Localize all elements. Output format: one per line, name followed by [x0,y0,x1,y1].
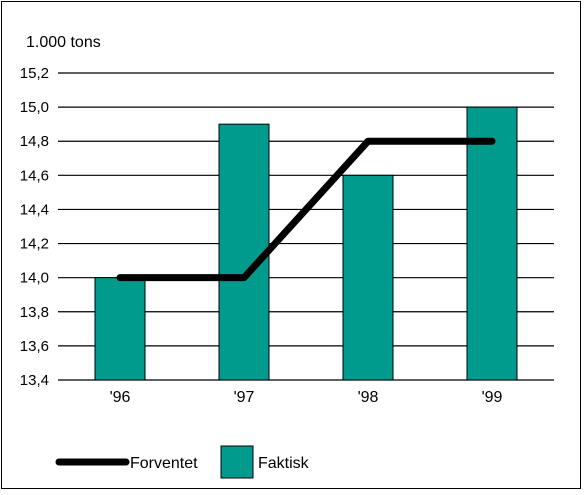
legend: Forventet Faktisk [55,445,310,479]
x-tick-label: '97 [234,389,255,406]
chart: 1.000 tons 13,413,613,814,014,214,414,61… [20,34,554,479]
bar-faktisk [94,277,146,381]
legend-label-forventet: Forventet [130,455,198,472]
y-tick-label: 15,2 [20,65,49,82]
chart-frame: 1.000 tons 13,4 13,6 13,8 14,0 14,2 14,4 14,6 1… [1,1,581,489]
x-tick-label: '98 [358,389,379,406]
legend-label-faktisk: Faktisk [258,455,310,472]
line-forventet [116,137,496,282]
y-tick-label: 14,6 [20,167,49,184]
bar-faktisk [466,106,518,381]
y-tick-label: 13,4 [20,372,49,389]
y-tick-label: 13,8 [20,304,49,321]
x-tick-label: '96 [110,389,131,406]
legend-swatch-faktisk [220,445,254,479]
y-tick-labels: 13,4 13,6 13,8 14,0 14,2 14,4 14,6 14,8 15,0 15,2 [20,65,49,389]
expected-line [116,137,496,282]
y-tick-label: 15,0 [20,99,49,116]
y-tick-label: 14,2 [20,236,49,253]
y-axis-label: 1.000 tons [26,34,101,51]
y-tick-label: 14,4 [20,201,49,218]
y-tick-label: 14,8 [20,133,49,150]
bar-faktisk [218,123,270,381]
y-tick-label: 13,6 [20,338,49,355]
y-tick-label: 14,0 [20,270,49,287]
x-tick-labels: '96 '97 '98 '99 [110,389,503,406]
x-tick-label: '99 [482,389,503,406]
bar-faktisk [342,174,394,381]
bars [94,106,518,381]
